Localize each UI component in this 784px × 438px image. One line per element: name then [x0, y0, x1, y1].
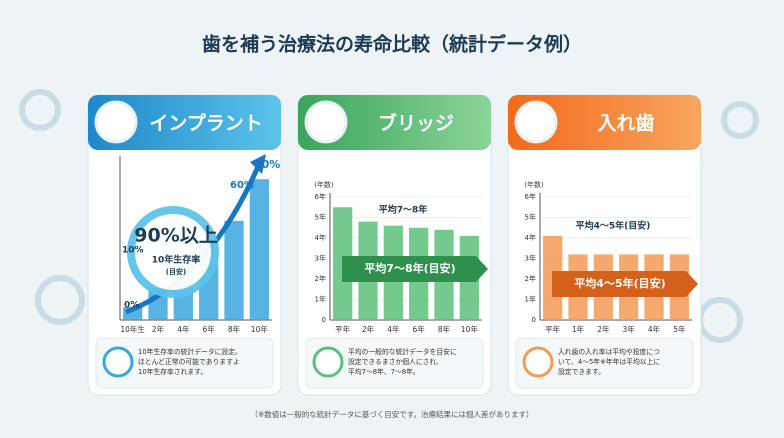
x-tick-label: 平年	[335, 324, 350, 334]
description: 平均7～8年、7～8年。	[348, 367, 420, 376]
x-tick-label: 6年	[203, 324, 216, 334]
y-tick-label: 0	[532, 316, 536, 324]
y-tick-label: 5年	[315, 213, 326, 222]
panel-title: インプラント	[149, 112, 262, 135]
y-tick-label: 3年	[315, 254, 326, 263]
annotation: 平均7～8年	[379, 204, 428, 216]
x-tick-label: 2年	[152, 324, 165, 334]
y-tick-label: 3年	[525, 254, 536, 263]
description-icon	[522, 346, 554, 378]
annotation: 平均4～5年(目安)	[576, 220, 651, 232]
description-box	[95, 337, 274, 389]
bar	[249, 179, 269, 320]
banner	[552, 271, 698, 297]
arrow-head	[250, 154, 266, 174]
panel-title: ブリッジ	[378, 112, 454, 135]
page-title: 歯を補う治療法の寿命比較（統計データ例）	[202, 33, 582, 56]
x-tick-label: 10年	[251, 324, 269, 334]
description: 設定できます。	[558, 368, 605, 376]
description-box	[515, 337, 694, 389]
panel-header	[88, 95, 281, 150]
description: 10年生存率の統計データに設定。	[138, 347, 242, 356]
y-tick-label: 4年	[315, 233, 326, 242]
annotation: 90%	[254, 158, 280, 171]
annotation: 90%以上	[134, 225, 217, 247]
x-tick-label: 4年	[648, 324, 661, 334]
x-tick-label: 5年	[673, 324, 686, 334]
bar	[224, 220, 244, 320]
x-tick-label: 3年	[623, 324, 636, 334]
y-tick-label: 6年	[525, 192, 536, 201]
panel-header	[298, 95, 491, 150]
x-tick-label: 10年	[461, 324, 479, 334]
annotation: 平均7～8年(目安)	[364, 261, 455, 275]
panel-header	[508, 95, 701, 150]
description-icon	[102, 346, 134, 378]
y-axis-label: (年数)	[524, 180, 544, 189]
panel-title: 入れ歯	[597, 112, 654, 135]
description-icon	[312, 346, 344, 378]
x-tick-label: 2年	[362, 324, 375, 334]
y-tick-label: 0	[322, 316, 326, 324]
x-tick-label: 平年	[545, 324, 560, 334]
y-tick-label: 5年	[525, 213, 536, 222]
x-tick-label: 4年	[387, 324, 400, 334]
description: 入れ歯の入れ率は平均や投度につ	[558, 347, 660, 356]
x-tick-label: 6年	[413, 324, 426, 334]
y-tick-label: 1年	[315, 295, 326, 304]
header-icon	[94, 100, 138, 144]
y-tick-label: 2年	[315, 274, 326, 283]
y-tick-label: 2年	[525, 274, 536, 283]
annotation: 60%	[230, 180, 254, 191]
x-tick-label: 8年	[438, 324, 451, 334]
annotation: 10%	[122, 246, 144, 256]
annotation: 平均4～5年(目安)	[574, 276, 665, 290]
y-tick-label: 6年	[315, 192, 326, 201]
y-tick-label: 1年	[525, 295, 536, 304]
description-box	[305, 337, 484, 389]
ring	[127, 206, 219, 298]
description: 平均の一般的な統計データを目安に	[348, 347, 457, 356]
x-tick-label: 8年	[228, 324, 241, 334]
annotation: 0%	[124, 301, 139, 311]
banner	[342, 256, 488, 282]
x-tick-label: 2年	[597, 324, 610, 334]
x-tick-label: 10年生	[120, 324, 145, 334]
y-tick-label: 4年	[525, 233, 536, 242]
x-tick-label: 4年	[177, 324, 190, 334]
y-axis-label: (年数)	[314, 180, 334, 189]
header-icon	[514, 100, 558, 144]
annotation: 10年生存率	[152, 254, 201, 266]
footnote: （※数値は一般的な統計データに基づく目安です。治療結果には個人差があります）	[250, 409, 533, 419]
description: いて、4～5年※年年は平均以上に	[558, 357, 660, 366]
header-icon	[304, 100, 348, 144]
description: 設定できるまさか個人にされ、	[348, 357, 443, 366]
description: ほとんど正常の可能でありますよ	[138, 357, 240, 366]
annotation: (目安)	[166, 267, 186, 276]
description: 10年生存率されます。	[138, 367, 207, 376]
x-tick-label: 1年	[572, 324, 585, 334]
